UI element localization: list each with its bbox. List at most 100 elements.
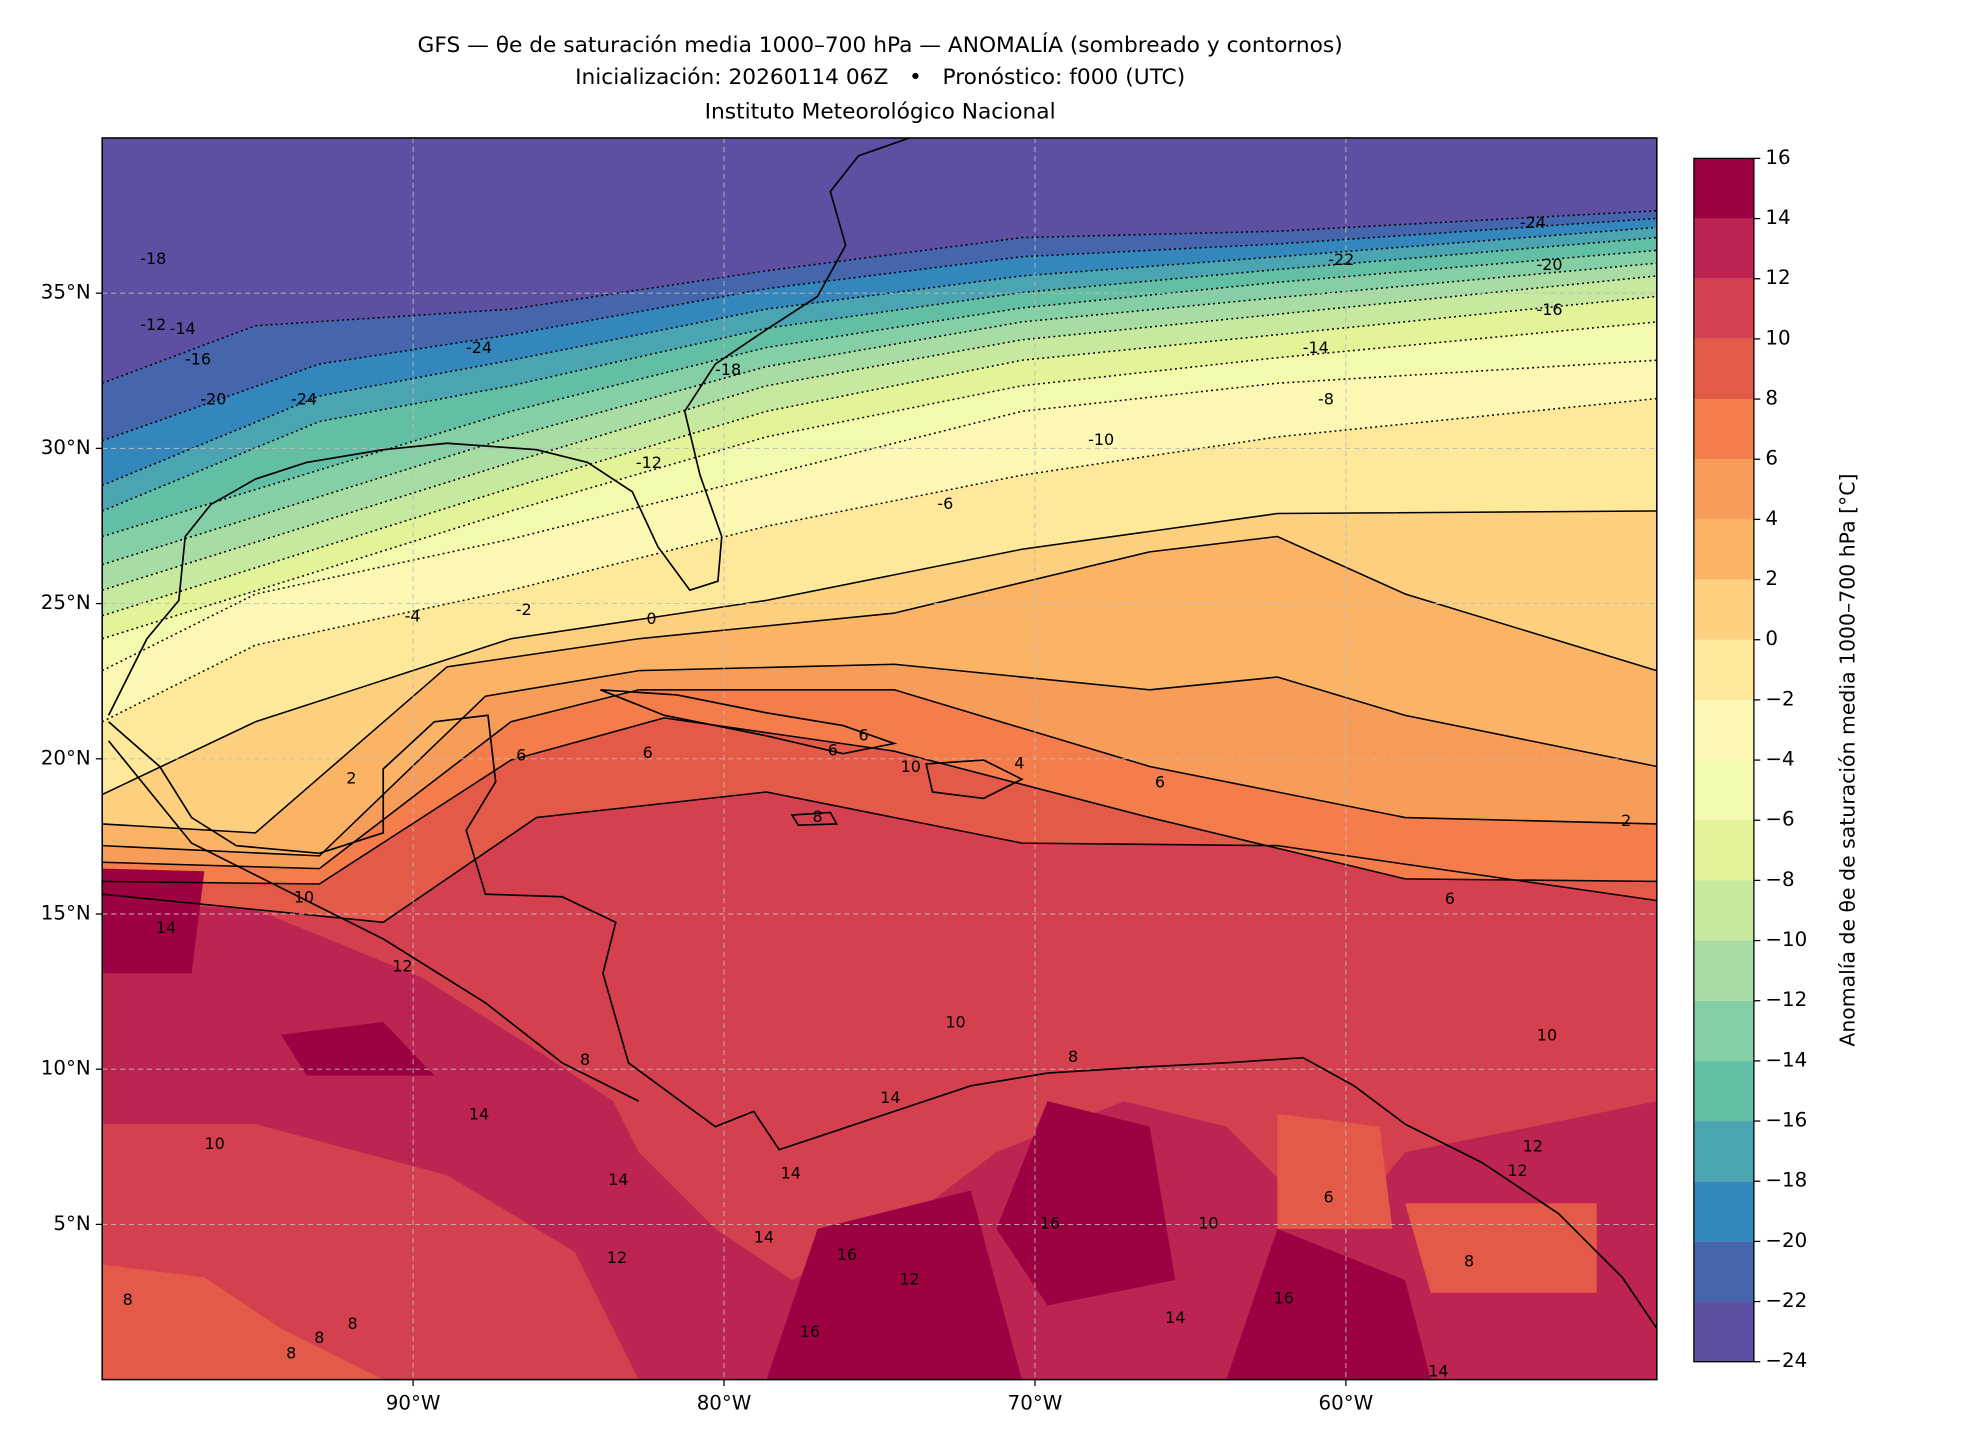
shading [766, 1190, 1022, 1380]
contour-label: 8 [123, 1290, 133, 1309]
colorbar-tick-label: 2 [1765, 567, 1778, 590]
colorbar-segment [1693, 699, 1754, 761]
coastline [107, 740, 640, 1102]
contour-label: 16 [800, 1322, 820, 1341]
contour-line [102, 510, 1657, 796]
map-area: -24-22 -20-16-14-8-10-6-12-4 -2 0-18-12 -14-… [102, 137, 1657, 1380]
colorbar-tick-label: 0 [1765, 627, 1778, 650]
colorbar-segment [1693, 278, 1754, 339]
contour-line [102, 397, 1657, 723]
contour-label: -16 [1536, 300, 1562, 319]
colorbar-segment [1693, 639, 1754, 700]
contour-label: 14 [1428, 1361, 1448, 1380]
colorbar-tick-label: −4 [1765, 748, 1794, 771]
contour-label: 14 [754, 1227, 774, 1246]
contour-label: -16 [185, 350, 211, 369]
shading [1405, 1203, 1597, 1293]
contour-label: 10 [945, 1013, 965, 1032]
shading [1226, 1228, 1431, 1380]
y-tick-label: 30°N [41, 436, 91, 459]
contour-line [102, 663, 1657, 857]
contour-label: 14 [1165, 1308, 1185, 1327]
colorbar-segment [1693, 399, 1754, 460]
colorbar-segment [1693, 218, 1754, 279]
contour-label: 6 [643, 743, 653, 762]
coastline [817, 1056, 1657, 1329]
contour-label: -24 [291, 389, 317, 408]
contour-line [102, 217, 1657, 442]
contour-label: -14 [1303, 338, 1329, 357]
contour-label: 14 [608, 1170, 628, 1189]
y-tick-label: 5°N [53, 1212, 90, 1235]
contour-label: 10 [901, 757, 921, 776]
shading [1277, 1113, 1393, 1229]
contour-label: -12 [140, 315, 166, 334]
title: GFS — θe de saturación media 1000–700 hP… [418, 32, 1343, 58]
contour-line [102, 791, 1657, 924]
contour-label: 14 [469, 1105, 489, 1124]
contour-label: 16 [1040, 1213, 1060, 1232]
colorbar-tick-label: 10 [1765, 326, 1790, 349]
subtitle: Inicialización: 20260114 06Z • Pronóstic… [575, 65, 1185, 90]
contour-label: 10 [1537, 1025, 1557, 1044]
coastlines [107, 137, 1657, 1329]
y-tick-label: 35°N [41, 281, 91, 304]
colorbar-tick-label: −20 [1765, 1229, 1807, 1252]
contour-label: 8 [314, 1328, 324, 1347]
contour-label: 8 [580, 1050, 590, 1069]
contour-label: 6 [1445, 889, 1455, 908]
contour-label: 12 [1523, 1137, 1543, 1156]
contour-label: -20 [200, 389, 226, 408]
colorbar-tick-label: −16 [1765, 1109, 1807, 1132]
colorbar-segment [1693, 1241, 1754, 1302]
x-tick-label: 90°W [386, 1391, 441, 1414]
contour-label: -14 [170, 319, 196, 338]
contour-label: 14 [781, 1163, 801, 1182]
colorbar-segment [1693, 519, 1754, 580]
contour-label: 14 [880, 1088, 900, 1107]
colorbar-tick-label: −6 [1765, 808, 1794, 831]
coastline [108, 714, 818, 1151]
contour-label: 10 [204, 1134, 224, 1153]
contour-label: -4 [405, 606, 421, 625]
contour-label: 6 [828, 741, 838, 760]
y-tick-label: 15°N [41, 901, 91, 924]
contour-label: 8 [812, 807, 822, 826]
contour-label: -18 [715, 360, 741, 379]
contour-line [102, 210, 1657, 384]
x-tick-label: 80°W [697, 1391, 752, 1414]
island [790, 811, 839, 827]
x-tick-label: 60°W [1319, 1391, 1374, 1414]
contour-line [102, 689, 1657, 870]
contour-label: -8 [1318, 389, 1334, 408]
contour-label: 16 [1274, 1289, 1294, 1308]
contour-label: -6 [937, 494, 953, 513]
contour-label: 12 [607, 1248, 627, 1267]
contour-label: 6 [1155, 773, 1165, 792]
shading [102, 137, 1657, 384]
contour-line [102, 717, 1657, 885]
contour-label: -18 [140, 249, 166, 268]
contour-label: 8 [286, 1344, 296, 1363]
contour-label: 16 [837, 1245, 857, 1264]
figure-group: GFS — θe de saturación media 1000–700 hP… [41, 32, 1860, 1414]
colorbar-tick-label: 14 [1765, 206, 1790, 229]
y-tick-label: 10°N [41, 1057, 91, 1080]
source: Instituto Meteorológico Nacional [705, 99, 1056, 124]
contour-label: 8 [347, 1314, 357, 1333]
colorbar: −24−22−20−18−16−14−12−10−8−6−4−202468101… [1693, 146, 1807, 1372]
colorbar-segment [1693, 760, 1754, 821]
colorbar-segment [1693, 1000, 1754, 1061]
contour-label: -10 [1088, 430, 1114, 449]
contour-line [102, 236, 1657, 512]
colorbar-tick-label: −2 [1765, 687, 1794, 710]
contour-line [102, 226, 1657, 487]
colorbar-label: Anomalía de θe de saturación media 1000–… [1835, 474, 1859, 1047]
colorbar-tick-label: −8 [1765, 868, 1794, 891]
colorbar-segment [1693, 1060, 1754, 1122]
contour-label: 6 [858, 725, 868, 744]
contour-label: 12 [1507, 1161, 1527, 1180]
colorbar-tick-label: 4 [1765, 507, 1778, 530]
contour-label: -22 [1328, 250, 1354, 269]
